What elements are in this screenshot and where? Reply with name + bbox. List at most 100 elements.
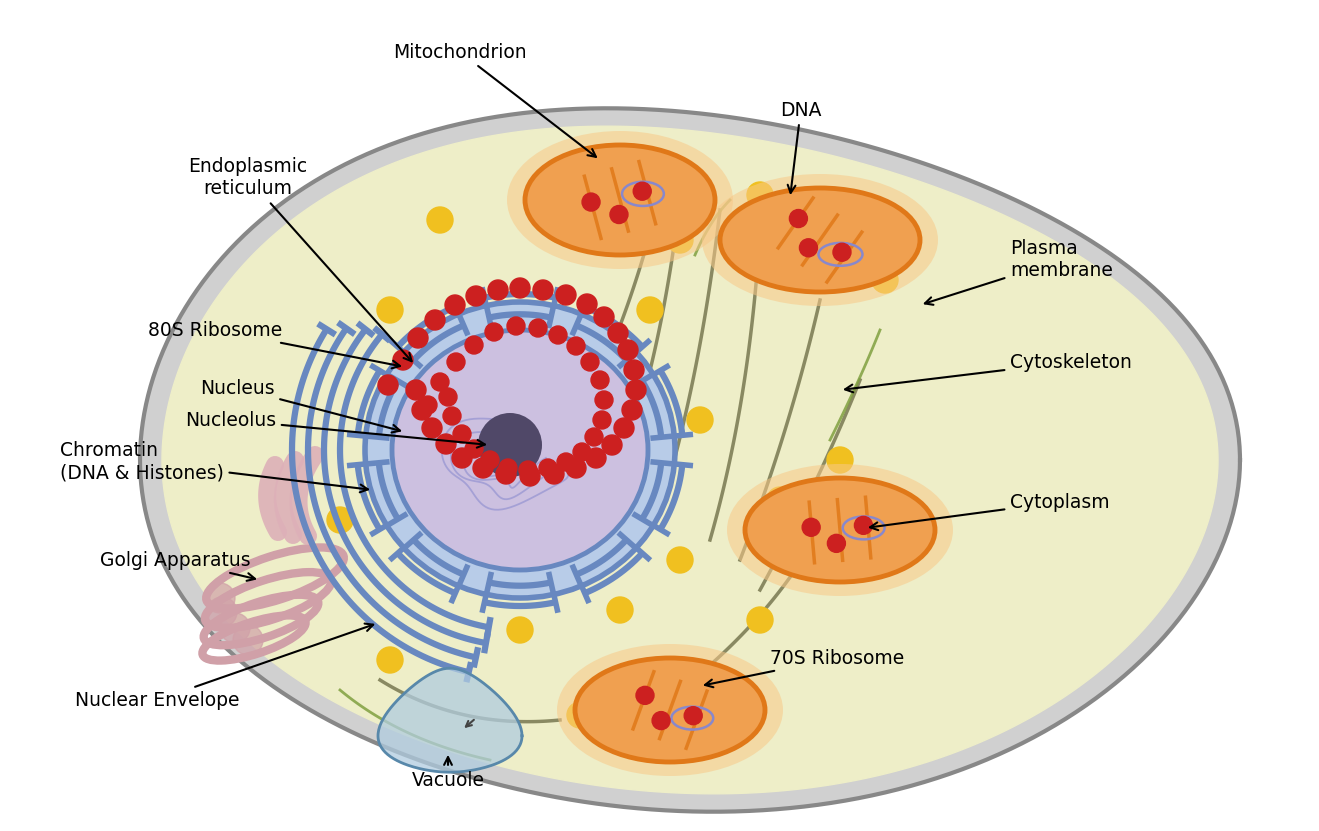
Circle shape	[586, 448, 605, 468]
Circle shape	[607, 597, 633, 623]
Circle shape	[520, 466, 539, 486]
Circle shape	[627, 380, 646, 400]
Circle shape	[466, 440, 483, 458]
Circle shape	[591, 371, 609, 389]
Ellipse shape	[745, 478, 935, 582]
Circle shape	[543, 464, 565, 484]
Circle shape	[557, 453, 575, 471]
Circle shape	[652, 711, 670, 730]
Circle shape	[608, 323, 628, 343]
Circle shape	[207, 597, 237, 627]
Circle shape	[685, 706, 702, 725]
Circle shape	[747, 182, 773, 208]
Circle shape	[667, 227, 692, 253]
Text: Plasma
membrane: Plasma membrane	[925, 239, 1113, 305]
Circle shape	[623, 400, 642, 420]
Circle shape	[609, 205, 628, 224]
Circle shape	[827, 447, 853, 473]
Circle shape	[586, 428, 603, 446]
Circle shape	[594, 307, 615, 327]
Text: Endoplasmic
reticulum: Endoplasmic reticulum	[189, 158, 412, 361]
Circle shape	[443, 407, 462, 425]
Circle shape	[566, 458, 586, 478]
Circle shape	[327, 507, 353, 533]
Circle shape	[466, 336, 483, 354]
Circle shape	[233, 625, 262, 655]
Circle shape	[488, 280, 508, 300]
Circle shape	[827, 534, 845, 553]
Circle shape	[379, 375, 398, 395]
Circle shape	[768, 487, 793, 513]
Circle shape	[386, 432, 413, 458]
Circle shape	[549, 326, 567, 344]
Text: Cytoskeleton: Cytoskeleton	[845, 352, 1132, 392]
Circle shape	[377, 647, 404, 673]
Text: Nuclear Envelope: Nuclear Envelope	[75, 623, 373, 710]
Circle shape	[406, 380, 426, 400]
Circle shape	[667, 547, 692, 573]
Circle shape	[499, 459, 517, 477]
Polygon shape	[162, 126, 1217, 794]
Circle shape	[747, 607, 773, 633]
Circle shape	[408, 328, 427, 348]
Circle shape	[506, 317, 525, 335]
Circle shape	[594, 411, 611, 429]
Circle shape	[872, 267, 898, 293]
Ellipse shape	[506, 131, 733, 269]
Circle shape	[834, 243, 851, 261]
Circle shape	[802, 519, 820, 536]
Circle shape	[447, 353, 466, 371]
Circle shape	[452, 448, 472, 468]
Text: Golgi Apparatus: Golgi Apparatus	[100, 550, 255, 581]
Ellipse shape	[557, 644, 783, 776]
Circle shape	[439, 388, 456, 406]
Text: Cytoplasm: Cytoplasm	[871, 493, 1109, 530]
Circle shape	[576, 294, 598, 314]
Circle shape	[636, 686, 654, 705]
Circle shape	[485, 323, 503, 341]
Circle shape	[452, 425, 471, 443]
Circle shape	[518, 461, 537, 479]
Ellipse shape	[477, 413, 542, 477]
Circle shape	[567, 337, 586, 355]
Text: DNA: DNA	[780, 101, 822, 193]
Circle shape	[567, 702, 594, 728]
Text: Mitochondrion: Mitochondrion	[393, 42, 596, 157]
Circle shape	[529, 319, 547, 337]
Circle shape	[855, 516, 872, 534]
Circle shape	[445, 295, 466, 315]
Circle shape	[377, 297, 404, 323]
Text: Chromatin
(DNA & Histones): Chromatin (DNA & Histones)	[59, 441, 368, 492]
Text: 80S Ribosome: 80S Ribosome	[148, 321, 400, 368]
Circle shape	[427, 207, 452, 233]
Circle shape	[637, 297, 663, 323]
Circle shape	[412, 400, 433, 420]
Ellipse shape	[702, 174, 938, 306]
Circle shape	[496, 464, 516, 484]
Circle shape	[474, 458, 493, 478]
Circle shape	[633, 182, 652, 200]
Circle shape	[624, 360, 644, 380]
Circle shape	[619, 340, 638, 360]
Circle shape	[580, 353, 599, 371]
Circle shape	[572, 443, 591, 461]
Circle shape	[615, 418, 634, 438]
Text: Nucleus: Nucleus	[200, 378, 400, 432]
Polygon shape	[379, 668, 522, 772]
Circle shape	[422, 418, 442, 438]
Circle shape	[419, 396, 437, 414]
Circle shape	[547, 217, 572, 243]
Ellipse shape	[365, 302, 675, 598]
Circle shape	[595, 391, 613, 409]
Circle shape	[687, 407, 714, 433]
Circle shape	[582, 193, 600, 211]
Ellipse shape	[575, 658, 765, 762]
Circle shape	[533, 280, 553, 300]
Ellipse shape	[525, 145, 715, 255]
Circle shape	[506, 617, 533, 643]
Circle shape	[466, 286, 485, 306]
Ellipse shape	[727, 464, 954, 596]
Circle shape	[204, 583, 235, 613]
Text: 70S Ribosome: 70S Ribosome	[706, 648, 905, 687]
Circle shape	[437, 434, 456, 454]
